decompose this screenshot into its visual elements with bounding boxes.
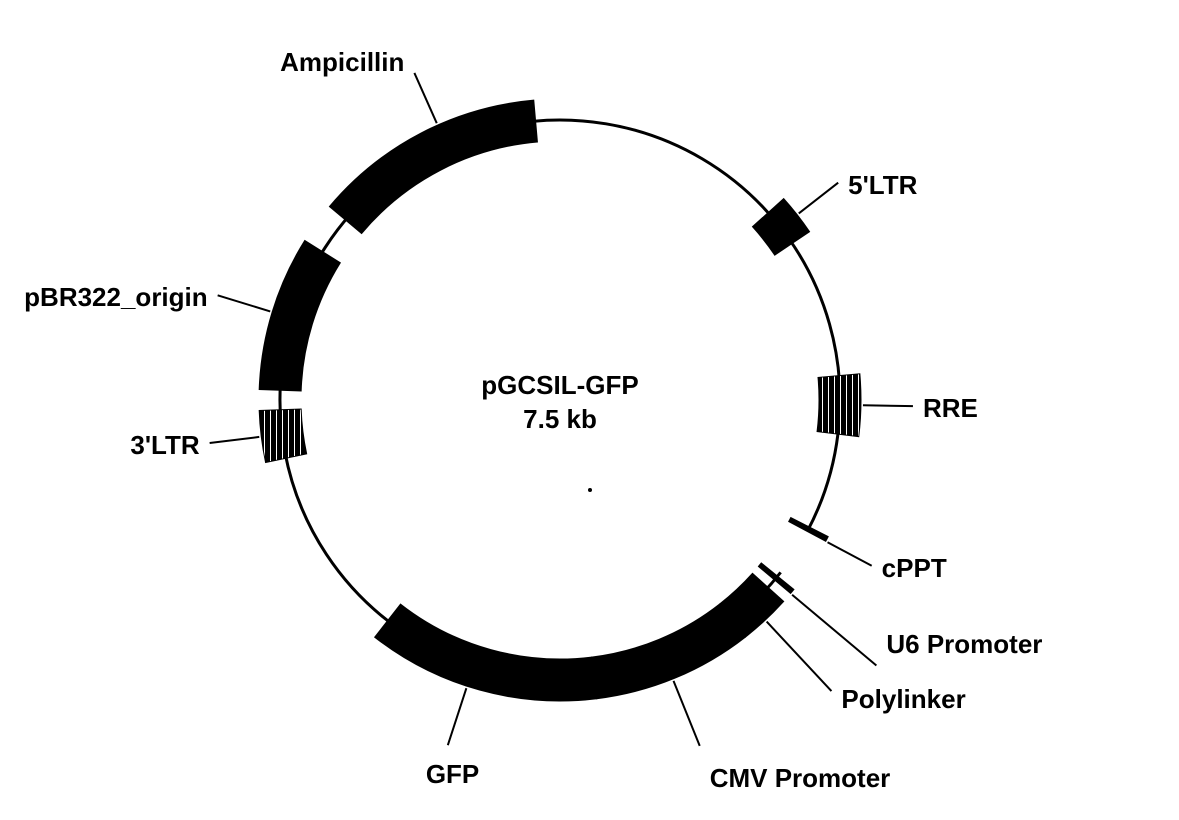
label-polylinker: Polylinker <box>841 685 965 714</box>
feature-pbr322 <box>259 240 340 390</box>
label-cppt: cPPT <box>882 554 947 583</box>
feature-amp <box>329 100 537 233</box>
leader-ltr5 <box>799 183 838 214</box>
label-rre: RRE <box>923 394 978 423</box>
label-ltr5: 5'LTR <box>848 171 917 200</box>
leader-ltr3 <box>210 437 260 443</box>
artifact-dot <box>588 488 592 492</box>
feature-rre <box>817 374 861 437</box>
leader-rre <box>863 405 913 406</box>
leader-gfp <box>448 688 467 745</box>
feature-cmv <box>592 604 746 699</box>
label-gfp: GFP <box>426 760 479 789</box>
label-ltr3: 3'LTR <box>130 431 199 460</box>
label-amp: Ampicillin <box>280 48 404 77</box>
feature-gfp <box>375 604 597 701</box>
label-u6: U6 Promoter <box>886 630 1042 659</box>
leader-amp <box>414 73 436 123</box>
leader-cppt <box>828 542 872 565</box>
plasmid-name: pGCSIL-GFP <box>440 370 680 401</box>
label-cmv: CMV Promoter <box>710 764 891 793</box>
leader-u6 <box>792 595 876 666</box>
feature-ltr3 <box>259 409 306 463</box>
leader-cmv <box>674 681 700 746</box>
leader-polylinker <box>767 622 832 691</box>
label-pbr322: pBR322_origin <box>24 283 208 312</box>
plasmid-size: 7.5 kb <box>440 404 680 435</box>
leader-pbr322 <box>218 295 271 311</box>
feature-cppt <box>789 518 829 542</box>
